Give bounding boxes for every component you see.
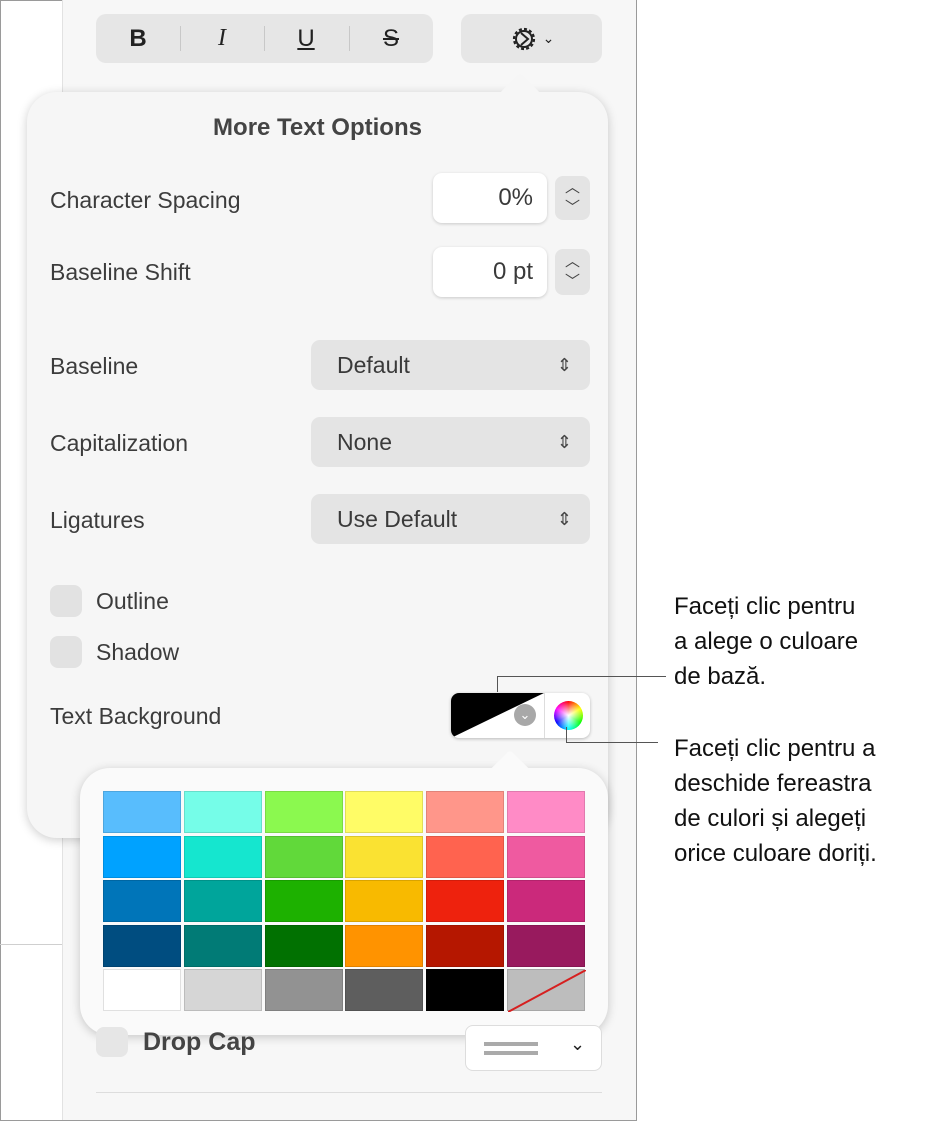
capitalization-label: Capitalization — [50, 430, 189, 456]
chevron-down-icon: ⌄ — [570, 1034, 586, 1054]
baseline-shift-label: Baseline Shift — [50, 259, 191, 285]
character-spacing-label: Character Spacing — [50, 187, 241, 213]
color-swatch[interactable] — [507, 791, 585, 833]
capitalization-value: None — [337, 429, 392, 455]
color-swatch[interactable] — [103, 835, 181, 878]
text-background-label: Text Background — [50, 703, 222, 729]
color-swatch[interactable] — [103, 969, 181, 1012]
drop-cap-label: Drop Cap — [143, 1028, 256, 1056]
color-swatch[interactable] — [103, 791, 181, 833]
divider — [349, 26, 350, 51]
chevron-up-icon: ︿ — [564, 179, 580, 196]
color-swatch[interactable] — [345, 969, 424, 1012]
color-swatch[interactable] — [426, 880, 505, 923]
color-swatch[interactable] — [264, 924, 343, 967]
underline-button[interactable]: U — [297, 24, 315, 52]
chevron-down-icon: ⌄ — [514, 704, 536, 726]
callout-text: deschide fereastra — [674, 770, 872, 797]
color-swatch[interactable] — [264, 880, 343, 923]
divider — [0, 944, 62, 945]
color-swatch[interactable] — [426, 924, 505, 967]
chevron-up-icon: ︿ — [564, 253, 580, 270]
capitalization-popup[interactable]: None ⇕ — [311, 417, 590, 467]
color-palette-popover — [80, 749, 608, 1035]
color-swatch[interactable] — [345, 835, 424, 878]
divider — [96, 1092, 602, 1093]
chevron-down-icon: ﹀ — [564, 199, 580, 216]
callout-text: de culori și alegeți — [674, 805, 867, 832]
color-swatch[interactable] — [183, 969, 262, 1012]
callout-base-color: Faceți clic pentru a alege o culoare de … — [674, 589, 858, 694]
color-wheel-icon[interactable] — [554, 701, 583, 730]
text-background-color-well: ⌄ — [451, 693, 590, 738]
baseline-shift-field[interactable]: 0 pt — [433, 247, 547, 297]
drop-cap-style-icon — [484, 1042, 538, 1046]
color-swatch[interactable] — [426, 835, 505, 878]
color-swatch[interactable] — [183, 924, 262, 967]
color-grid — [103, 791, 587, 1014]
callout-text: Faceți clic pentru a — [674, 735, 876, 762]
drop-cap-style-line — [484, 1051, 538, 1055]
color-swatch[interactable] — [345, 924, 424, 967]
color-swatch[interactable] — [426, 791, 505, 833]
drop-cap-checkbox[interactable] — [96, 1027, 128, 1057]
callout-text: a alege o culoare — [674, 628, 859, 655]
callout-line — [497, 676, 498, 692]
chevron-down-icon: ﹀ — [564, 273, 580, 290]
updown-chevron-icon: ⇕ — [556, 432, 572, 452]
more-options-button[interactable]: ⌄ — [461, 14, 602, 63]
divider — [180, 26, 181, 51]
updown-chevron-icon: ⇕ — [556, 355, 572, 375]
color-swatch[interactable] — [103, 880, 181, 923]
text-style-group: B I U S — [96, 14, 433, 63]
divider — [264, 26, 265, 51]
baseline-shift-stepper[interactable]: ︿ ﹀ — [555, 249, 590, 295]
more-text-options-popover: More Text Options Character Spacing 0% ︿… — [27, 72, 608, 838]
baseline-popup[interactable]: Default ⇕ — [311, 340, 590, 390]
callout-line — [497, 676, 666, 677]
color-swatch[interactable] — [345, 791, 424, 833]
baseline-label: Baseline — [50, 353, 139, 379]
updown-chevron-icon: ⇕ — [556, 509, 572, 529]
strikethrough-button[interactable]: S — [382, 24, 399, 52]
color-swatch[interactable] — [507, 924, 585, 967]
bold-button[interactable]: B — [129, 24, 147, 52]
color-swatch[interactable] — [345, 880, 424, 923]
color-swatch[interactable] — [507, 880, 585, 923]
color-swatch[interactable] — [507, 835, 585, 878]
callout-text: de bază. — [674, 663, 767, 690]
color-swatch[interactable] — [264, 835, 343, 878]
outline-label: Outline — [96, 588, 169, 614]
italic-button[interactable]: I — [218, 25, 226, 51]
baseline-value: Default — [337, 352, 410, 378]
callout-text: Faceți clic pentru — [674, 593, 856, 620]
color-swatch[interactable] — [183, 835, 262, 878]
character-spacing-stepper[interactable]: ︿ ﹀ — [555, 176, 590, 220]
character-spacing-field[interactable]: 0% — [433, 173, 547, 223]
color-swatch[interactable] — [264, 791, 343, 833]
color-swatch[interactable] — [103, 924, 181, 967]
callout-text: orice culoare doriți. — [674, 840, 877, 867]
drop-cap-style-popup[interactable]: ⌄ — [465, 1025, 602, 1071]
popover-title: More Text Options — [213, 114, 422, 141]
gear-icon — [512, 27, 535, 50]
callout-color-window: Faceți clic pentru a deschide fereastra … — [674, 731, 877, 871]
outline-checkbox[interactable] — [50, 585, 82, 617]
color-swatch[interactable] — [183, 791, 262, 833]
callout-line — [566, 742, 658, 743]
shadow-label: Shadow — [96, 639, 180, 665]
color-swatch[interactable] — [264, 969, 343, 1012]
ligatures-popup[interactable]: Use Default ⇕ — [311, 494, 590, 544]
no-color-swatch[interactable] — [507, 969, 587, 1014]
ligatures-value: Use Default — [337, 506, 458, 532]
divider — [544, 693, 545, 738]
chevron-down-icon: ⌄ — [542, 30, 555, 46]
no-color-slash-icon — [507, 969, 587, 1014]
callout-line — [566, 727, 567, 742]
ligatures-label: Ligatures — [50, 507, 145, 533]
color-swatch[interactable] — [426, 969, 505, 1012]
color-swatch[interactable] — [183, 880, 262, 923]
shadow-checkbox[interactable] — [50, 636, 82, 668]
